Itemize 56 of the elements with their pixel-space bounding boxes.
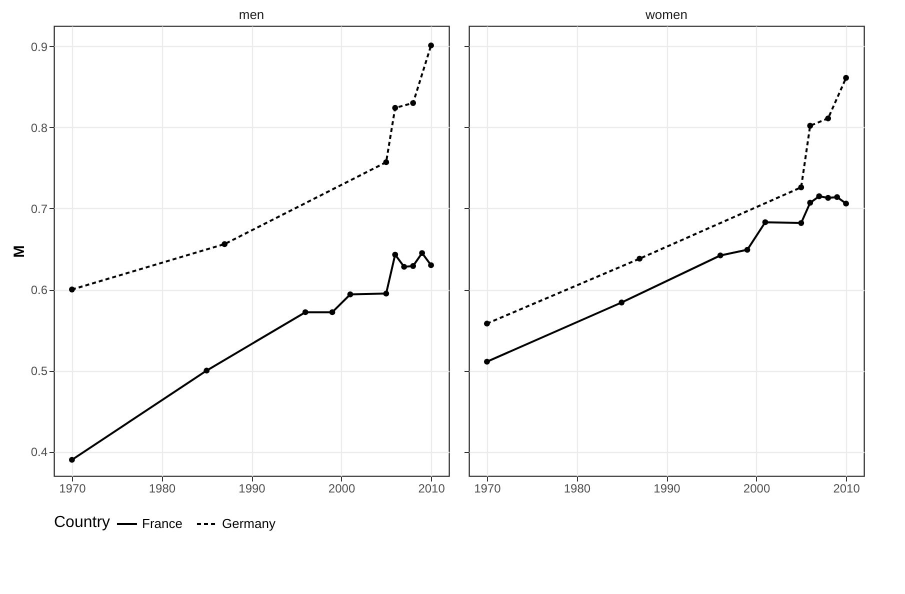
x-tick-label: 2000 <box>328 482 356 496</box>
y-tick-label: 0.7 <box>30 202 48 216</box>
point <box>68 456 75 463</box>
point <box>825 115 832 122</box>
point <box>410 263 416 269</box>
point <box>392 252 398 258</box>
point <box>383 159 390 166</box>
x-tick-label: 2010 <box>833 482 860 496</box>
x-tick-label: 2000 <box>743 482 770 496</box>
point <box>618 300 625 306</box>
point <box>807 200 814 206</box>
point <box>401 264 408 270</box>
point <box>825 194 832 201</box>
point <box>204 368 210 374</box>
point <box>68 286 75 292</box>
point <box>428 262 434 268</box>
legend-label: Germany <box>222 516 276 531</box>
x-tick-label: 1980 <box>148 482 176 496</box>
point <box>636 256 643 262</box>
point <box>762 219 768 226</box>
point <box>843 200 850 207</box>
point <box>410 100 416 106</box>
x-tick-label: 1990 <box>238 482 266 496</box>
y-tick-label: 0.9 <box>30 40 48 54</box>
y-tick-label: 0.8 <box>30 120 48 135</box>
y-axis-title: M <box>10 245 28 258</box>
x-tick-label: 2010 <box>418 482 446 496</box>
point <box>484 320 490 327</box>
point <box>428 42 434 48</box>
point <box>419 250 426 256</box>
point <box>807 122 814 129</box>
point <box>798 184 804 190</box>
point <box>816 193 822 200</box>
point <box>392 104 398 111</box>
y-tick-label: 0.5 <box>30 364 48 378</box>
point <box>484 358 490 365</box>
point <box>717 252 724 258</box>
point <box>329 309 336 316</box>
chart-title: men <box>238 7 264 22</box>
x-tick-label: 1970 <box>59 482 86 496</box>
point <box>798 220 804 226</box>
y-tick-label: 0.6 <box>30 283 48 298</box>
x-tick-label: 1980 <box>564 482 591 496</box>
x-tick-label: 1970 <box>474 482 502 496</box>
y-tick-label: 0.4 <box>30 445 48 460</box>
point <box>383 290 390 297</box>
point <box>222 241 228 248</box>
x-tick-label: 1990 <box>654 482 681 496</box>
chart-title: women <box>644 7 688 22</box>
point <box>834 194 840 200</box>
point <box>347 291 354 298</box>
point <box>302 309 308 316</box>
point <box>843 74 850 81</box>
legend-label: France <box>142 516 182 531</box>
legend-title: Country <box>54 514 110 531</box>
point <box>744 246 750 253</box>
